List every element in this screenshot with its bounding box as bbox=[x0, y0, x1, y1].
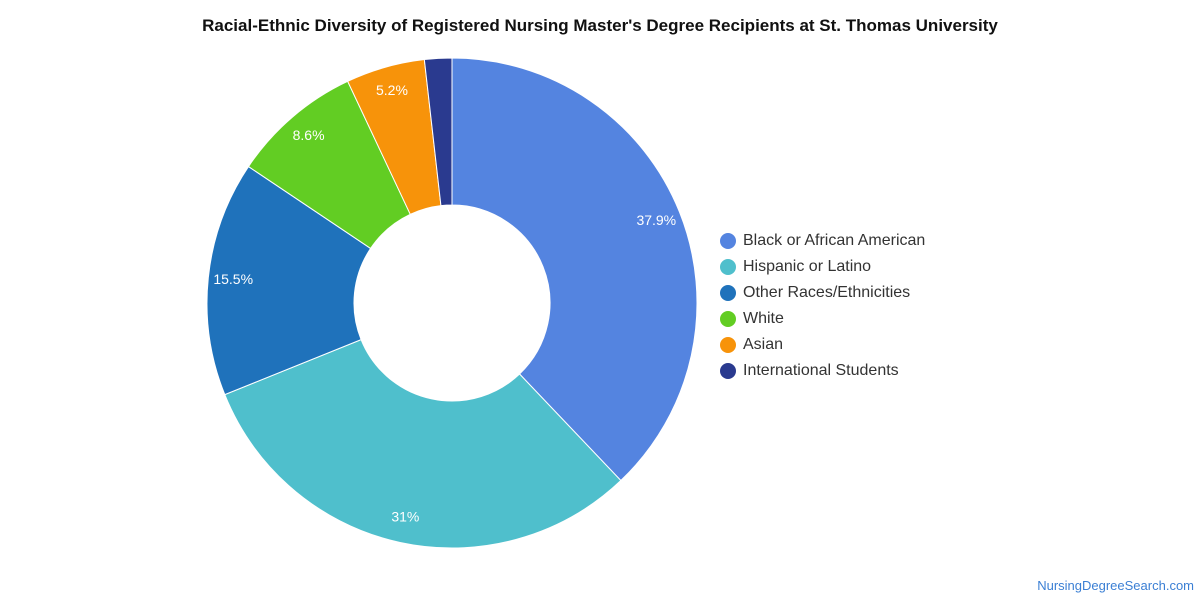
slice-label: 37.9% bbox=[636, 212, 676, 228]
legend-swatch bbox=[720, 285, 736, 301]
legend-label: Other Races/Ethnicities bbox=[743, 284, 911, 301]
legend-label: Black or African American bbox=[743, 232, 926, 249]
legend-label: Hispanic or Latino bbox=[743, 258, 872, 275]
legend-item[interactable]: Hispanic or Latino bbox=[720, 254, 925, 280]
slice-hispanic-or-latino[interactable] bbox=[224, 338, 622, 549]
legend-item[interactable]: Other Races/Ethnicities bbox=[720, 280, 925, 306]
legend-item[interactable]: White bbox=[720, 306, 925, 332]
legend-swatch bbox=[720, 233, 736, 249]
legend-item[interactable]: International Students bbox=[720, 358, 925, 384]
slice-label: 31% bbox=[391, 509, 419, 525]
slice-black-or-african-american[interactable] bbox=[451, 57, 698, 482]
legend-item[interactable]: Asian bbox=[720, 332, 925, 358]
legend-label: Asian bbox=[743, 336, 784, 353]
legend-swatch bbox=[720, 337, 736, 353]
watermark-link[interactable]: NursingDegreeSearch.com bbox=[1037, 578, 1194, 593]
legend-item[interactable]: Black or African American bbox=[720, 228, 925, 254]
legend-label: White bbox=[743, 310, 784, 327]
legend: Black or African American Hispanic or Lat… bbox=[720, 228, 925, 384]
chart-title: Racial-Ethnic Diversity of Registered Nu… bbox=[202, 16, 998, 35]
slice-label: 8.6% bbox=[293, 127, 325, 143]
slice-international-students[interactable] bbox=[423, 57, 453, 207]
legend-label: International Students bbox=[743, 362, 899, 379]
slice-label: 5.2% bbox=[376, 82, 408, 98]
legend-swatch bbox=[720, 363, 736, 379]
legend-swatch bbox=[720, 311, 736, 327]
slice-label: 15.5% bbox=[213, 271, 253, 287]
legend-swatch bbox=[720, 259, 736, 275]
slice-other-races-ethnicities[interactable] bbox=[206, 165, 372, 396]
